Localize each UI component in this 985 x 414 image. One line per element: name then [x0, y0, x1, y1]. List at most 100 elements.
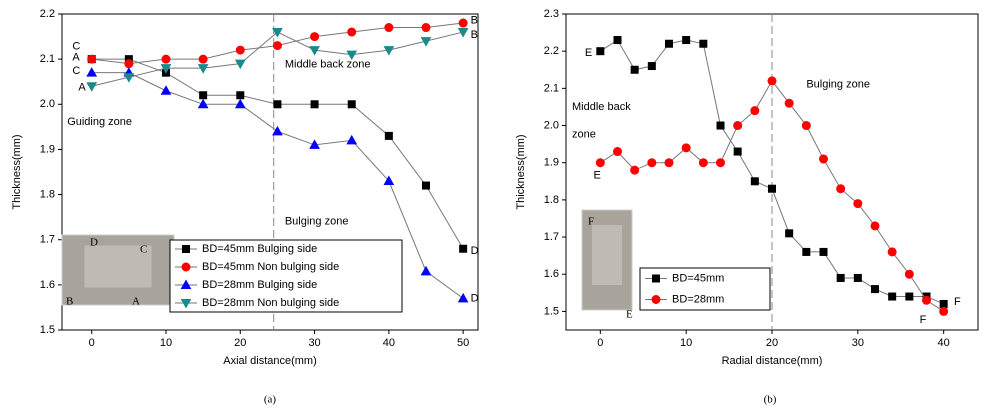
y-tick-label: 2.1 [40, 53, 55, 65]
caption: (b) [764, 394, 777, 406]
marker [423, 182, 430, 189]
annotation: F [954, 296, 961, 308]
marker [803, 248, 810, 255]
marker [734, 122, 742, 130]
y-tick-label: 1.8 [544, 194, 559, 206]
marker [820, 248, 827, 255]
marker [768, 77, 776, 85]
y-tick-label: 1.6 [40, 279, 55, 291]
marker [385, 24, 393, 32]
marker [682, 144, 690, 152]
annotation: F [920, 314, 927, 326]
x-tick-label: 20 [234, 337, 246, 349]
x-tick-label: 0 [89, 337, 95, 349]
marker [422, 267, 431, 275]
inset-photo-shade [592, 225, 622, 285]
annotation: B [471, 15, 478, 27]
legend: BD=45mmBD=28mm [640, 268, 770, 310]
marker [837, 185, 845, 193]
marker [888, 248, 896, 256]
x-tick-label: 10 [680, 337, 692, 349]
legend-label: BD=28mm Non bulging side [202, 297, 339, 309]
marker [700, 40, 707, 47]
marker [87, 83, 96, 91]
marker [854, 200, 862, 208]
legend-marker [182, 263, 190, 271]
annotation: E [585, 47, 592, 59]
marker [751, 178, 758, 185]
marker [311, 33, 319, 41]
marker [162, 55, 170, 63]
x-axis-label: Radial distance(mm) [722, 355, 823, 367]
y-tick-label: 2.0 [40, 98, 55, 110]
y-tick-label: 2.1 [544, 82, 559, 94]
legend-label: BD=28mm Bulging side [202, 279, 317, 291]
marker [460, 245, 467, 252]
annotation: A [72, 52, 80, 64]
marker [237, 92, 244, 99]
marker [786, 230, 793, 237]
legend-marker [183, 246, 190, 253]
caption: (a) [264, 394, 277, 406]
legend-marker [653, 275, 660, 282]
y-tick-label: 2.2 [544, 45, 559, 57]
marker [871, 222, 879, 230]
annotation: Middle back [572, 101, 631, 113]
y-tick-label: 1.9 [544, 157, 559, 169]
legend-label: BD=45mm Bulging side [202, 243, 317, 255]
legend-marker [652, 296, 660, 304]
marker [717, 122, 724, 129]
marker [889, 293, 896, 300]
marker [717, 159, 725, 167]
marker [820, 155, 828, 163]
figure: 1.5 1.6 1.7 1.8 1.9 2.0 2.1 2.2 0 10 20 30 40 50 Axial… [0, 0, 985, 414]
marker [422, 24, 430, 32]
y-tick-label: 2.0 [544, 119, 559, 131]
x-tick-label: 40 [938, 337, 950, 349]
annotation: Bulging zone [806, 79, 870, 91]
marker [348, 28, 356, 36]
marker [311, 101, 318, 108]
annotation: B [471, 29, 478, 41]
x-tick-label: 30 [308, 337, 320, 349]
annotation: C [72, 65, 80, 77]
y-tick-label: 1.5 [544, 305, 559, 317]
inset-label: D [90, 237, 98, 249]
y-tick-label: 1.5 [40, 324, 55, 336]
y-tick-label: 1.7 [40, 234, 55, 246]
marker [802, 122, 810, 130]
marker [785, 99, 793, 107]
annotation: Bulging zone [285, 216, 349, 228]
marker [88, 55, 96, 63]
marker [734, 148, 741, 155]
legend-label: BD=45mm Non bulging side [202, 261, 339, 273]
marker [236, 46, 244, 54]
marker [614, 148, 622, 156]
inset-label: E [626, 309, 633, 321]
chart: 1.51.61.71.81.92.02.12.22.3010203040Radi… [515, 8, 978, 406]
annotation: D [471, 292, 479, 304]
inset-label: C [140, 244, 147, 256]
y-tick-label: 1.6 [544, 268, 559, 280]
legend-label: BD=45mm [672, 272, 724, 284]
inset-label: A [132, 296, 140, 308]
marker [459, 19, 467, 27]
marker [162, 86, 171, 94]
marker [872, 286, 879, 293]
x-axis-label: Axial distance(mm) [223, 355, 317, 367]
marker [597, 48, 604, 55]
y-tick-label: 1.8 [40, 188, 55, 200]
marker [348, 101, 355, 108]
marker [125, 60, 133, 68]
inset-label: F [588, 216, 594, 228]
annotation: Middle back zone [285, 58, 371, 70]
marker [273, 127, 282, 135]
marker [769, 185, 776, 192]
annotation: C [72, 40, 80, 52]
marker [274, 101, 281, 108]
marker [596, 159, 604, 167]
x-tick-label: 50 [457, 337, 469, 349]
chart: 1.51.61.71.81.92.02.12.201020304050Axial… [11, 8, 479, 406]
x-tick-label: 30 [852, 337, 864, 349]
marker [837, 274, 844, 281]
